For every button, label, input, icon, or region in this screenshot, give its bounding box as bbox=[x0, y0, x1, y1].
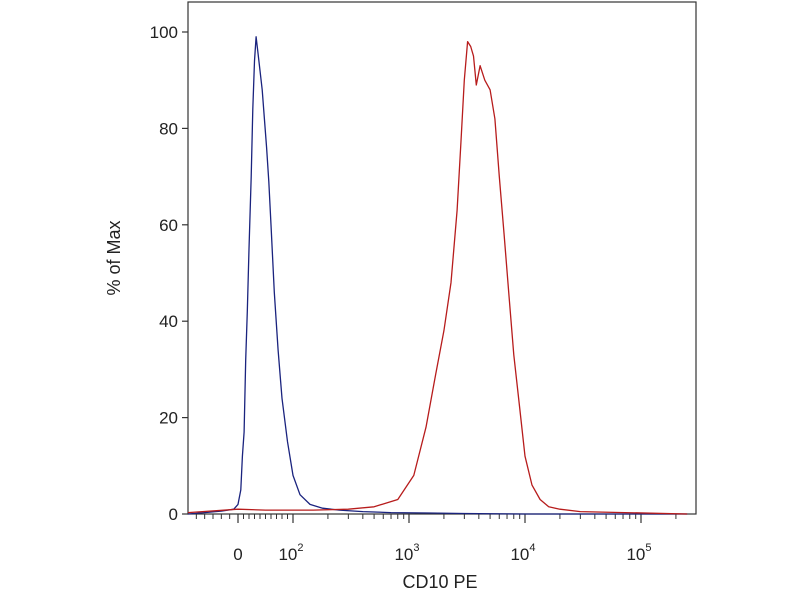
y-tick-label: 20 bbox=[159, 409, 178, 428]
x-tick-label: 0 bbox=[233, 545, 242, 564]
y-tick-label: 40 bbox=[159, 312, 178, 331]
y-tick-label: 80 bbox=[159, 119, 178, 138]
y-tick-label: 60 bbox=[159, 216, 178, 235]
x-axis: 0 102 103 104 105 bbox=[195, 514, 677, 564]
plot-frame bbox=[187, 1, 697, 515]
histogram-series-1 bbox=[187, 36, 688, 515]
y-axis-title: % of Max bbox=[104, 220, 124, 295]
y-tick-label: 0 bbox=[169, 505, 178, 524]
x-axis-title: CD10 PE bbox=[402, 572, 477, 592]
series-layer bbox=[187, 36, 688, 515]
x-tick-exponent: 2 bbox=[297, 542, 303, 554]
x-tick-label: 104 bbox=[510, 542, 535, 564]
x-tick-base: 10 bbox=[626, 545, 645, 564]
x-tick-label: 102 bbox=[278, 542, 303, 564]
y-tick-label: 100 bbox=[150, 23, 178, 42]
x-tick-exponent: 5 bbox=[645, 542, 651, 554]
histogram-series-2 bbox=[187, 40, 688, 515]
x-tick-base: 10 bbox=[278, 545, 297, 564]
x-tick-exponent: 4 bbox=[529, 542, 535, 554]
x-tick-base: 10 bbox=[510, 545, 529, 564]
x-tick-exponent: 3 bbox=[413, 542, 419, 554]
x-tick-label: 103 bbox=[394, 542, 419, 564]
x-tick-label: 105 bbox=[626, 542, 651, 564]
x-tick-base: 10 bbox=[394, 545, 413, 564]
x-tick-base: 0 bbox=[233, 545, 242, 564]
y-axis: 0 20 40 60 80 100 bbox=[150, 23, 188, 524]
